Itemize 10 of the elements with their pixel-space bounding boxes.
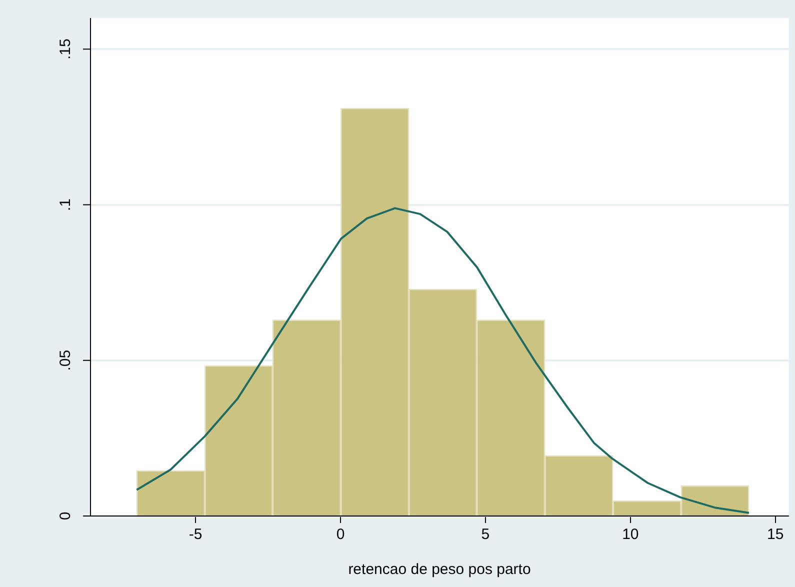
x-tick-label: 5 [481, 526, 490, 544]
x-tick-label: 0 [336, 526, 345, 544]
x-axis-title: retencao de peso pos parto [348, 561, 531, 578]
x-tick-label: 10 [622, 526, 639, 544]
y-tick-label: .05 [57, 350, 74, 371]
x-tick-label: 15 [767, 526, 784, 544]
y-tick-label: 0 [57, 512, 74, 520]
y-tick-label: .15 [57, 38, 74, 60]
y-tick-label: .1 [57, 198, 74, 212]
x-tick-label: -5 [188, 526, 202, 544]
